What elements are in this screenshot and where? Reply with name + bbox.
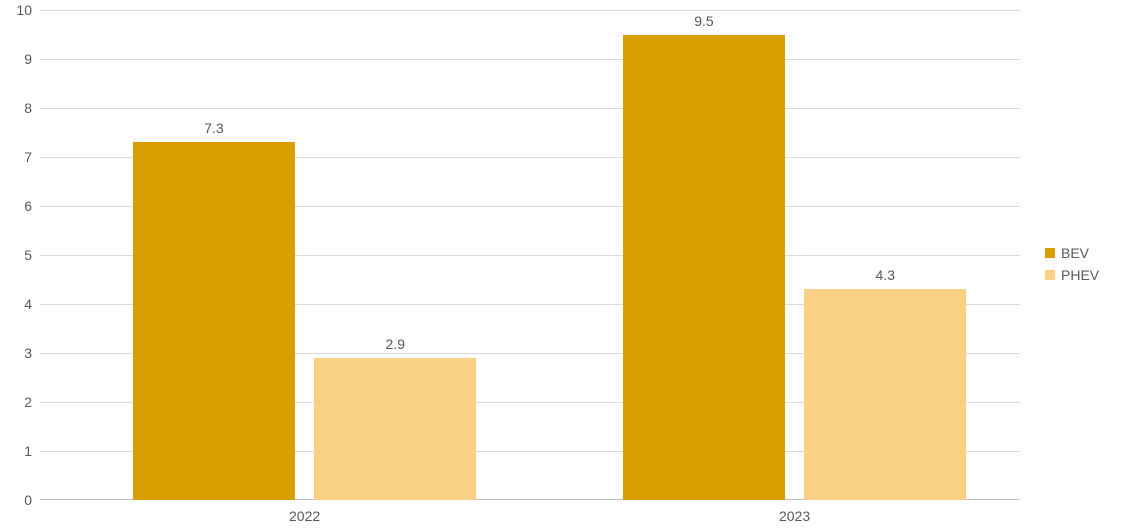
bar-bev-2023 — [623, 35, 785, 501]
bar-phev-2022 — [314, 358, 476, 500]
gridline — [40, 59, 1020, 60]
bar-phev-2023 — [804, 289, 966, 500]
y-tick-label: 1 — [24, 443, 32, 459]
bar-bev-2022 — [133, 142, 295, 500]
legend-swatch — [1045, 248, 1055, 258]
y-tick-label: 9 — [24, 51, 32, 67]
legend-label: PHEV — [1061, 267, 1099, 283]
chart-container: 0123456789107.32.920229.54.32023 — [40, 10, 1020, 500]
data-label: 4.3 — [876, 267, 895, 283]
plot-area: 0123456789107.32.920229.54.32023 — [40, 10, 1020, 500]
data-label: 7.3 — [204, 120, 223, 136]
y-tick-label: 7 — [24, 149, 32, 165]
gridline — [40, 10, 1020, 11]
legend: BEV PHEV — [1045, 239, 1099, 289]
data-label: 9.5 — [694, 13, 713, 29]
y-tick-label: 0 — [24, 492, 32, 508]
legend-item-phev: PHEV — [1045, 267, 1099, 283]
legend-swatch — [1045, 270, 1055, 280]
y-tick-label: 4 — [24, 296, 32, 312]
x-tick-label: 2023 — [779, 508, 810, 524]
gridline — [40, 108, 1020, 109]
legend-label: BEV — [1061, 245, 1089, 261]
y-tick-label: 10 — [16, 2, 32, 18]
y-tick-label: 3 — [24, 345, 32, 361]
y-tick-label: 6 — [24, 198, 32, 214]
y-tick-label: 2 — [24, 394, 32, 410]
legend-item-bev: BEV — [1045, 245, 1099, 261]
x-tick-label: 2022 — [289, 508, 320, 524]
y-tick-label: 5 — [24, 247, 32, 263]
data-label: 2.9 — [386, 336, 405, 352]
y-tick-label: 8 — [24, 100, 32, 116]
